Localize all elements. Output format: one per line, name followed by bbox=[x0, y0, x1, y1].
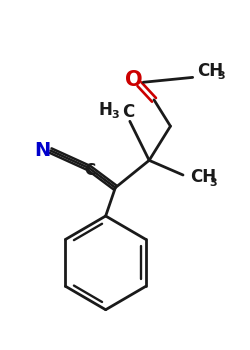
Text: 3: 3 bbox=[112, 111, 119, 120]
Text: O: O bbox=[125, 70, 142, 90]
Text: CH: CH bbox=[198, 62, 224, 79]
Text: C: C bbox=[85, 163, 96, 177]
Text: N: N bbox=[35, 141, 51, 160]
Text: C: C bbox=[122, 103, 134, 120]
Text: H: H bbox=[98, 100, 112, 119]
Text: CH: CH bbox=[190, 168, 216, 186]
Text: 3: 3 bbox=[209, 178, 217, 188]
Text: 3: 3 bbox=[218, 71, 226, 82]
